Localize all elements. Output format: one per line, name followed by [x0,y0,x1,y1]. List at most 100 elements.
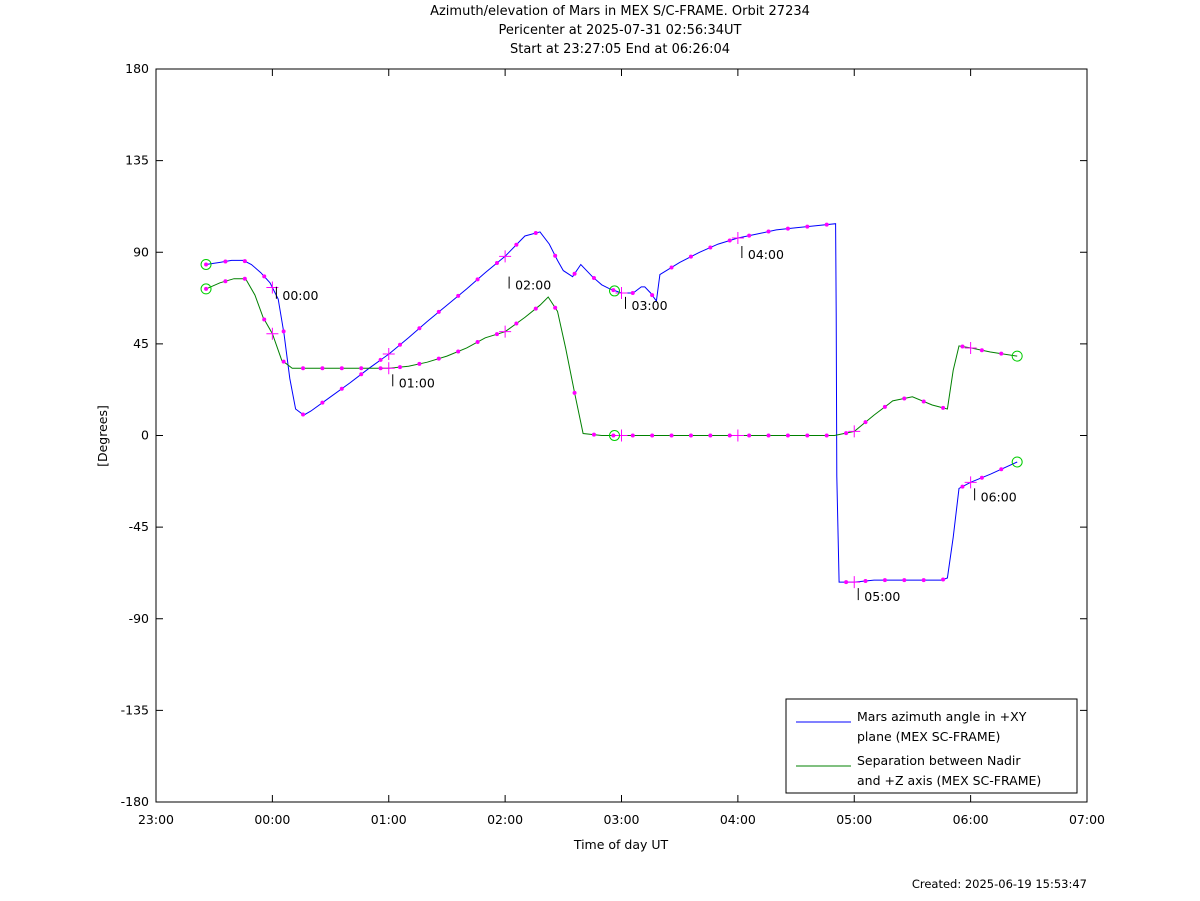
pericenter-marker [609,285,621,297]
chart-title: Azimuth/elevation of Mars in MEX S/C-FRA… [430,4,810,19]
data-point [204,286,209,291]
created-timestamp: Created: 2025-06-19 15:53:47 [911,877,1087,891]
y-tick-label: -45 [129,519,149,534]
data-point [921,578,926,583]
data-point [533,231,538,236]
y-tick-label: 45 [133,336,149,351]
data-point [785,433,790,438]
hour-annotation-label: 06:00 [981,489,1017,504]
data-point [863,420,868,425]
hour-annotation-label: 05:00 [864,589,900,604]
series-line-separation [205,278,1018,436]
data-point [902,396,907,401]
data-point [339,386,344,391]
data-point [863,578,868,583]
data-point [281,329,286,334]
data-point [223,279,228,284]
start-end-marker [1011,350,1023,362]
y-axis-label: [Degrees] [95,405,110,467]
hour-marker [731,231,744,244]
x-tick-label: 05:00 [836,812,872,827]
data-point [320,366,325,371]
data-point [960,484,965,489]
x-tick-label: 02:00 [487,812,523,827]
x-tick-label: 04:00 [720,812,756,827]
x-tick-label: 06:00 [953,812,989,827]
chart-subtitle-pericenter: Pericenter at 2025-07-31 02:56:34UT [498,23,742,38]
data-point [436,356,441,361]
data-point [805,433,810,438]
x-tick-label: 01:00 [371,812,407,827]
series-layer [200,222,1023,589]
series-line-azimuth [205,223,1018,583]
data-point [475,277,480,282]
data-point [397,365,402,370]
x-tick-label: 03:00 [603,812,639,827]
legend-box [785,698,1078,794]
data-point [301,366,306,371]
data-point [494,261,499,266]
data-point [999,467,1004,472]
data-point [262,274,267,279]
y-tick-label: 90 [133,244,149,259]
legend-label-separation-line1: Separation between Nadir [857,753,1021,768]
data-point [339,366,344,371]
data-point [999,351,1004,356]
data-point [281,359,286,364]
data-point [747,233,752,238]
legend-label-separation-line2: and +Z axis (MEX SC-FRAME) [857,773,1041,788]
data-point [572,271,577,276]
y-tick-label: 135 [125,153,149,168]
data-point [553,305,558,310]
hour-marker [848,425,861,438]
data-point [359,366,364,371]
hour-marker [615,286,628,299]
x-tick-label: 00:00 [254,812,290,827]
chart-subtitle-start-end: Start at 23:27:05 End at 06:26:04 [509,42,731,57]
data-point [611,433,616,438]
y-tick-label: -90 [129,611,149,626]
x-tick-label: 07:00 [1069,812,1105,827]
x-axis: 23:00 00:00 01:00 02:00 03:00 04:00 05:00 06:00… [138,69,1105,827]
data-point [766,229,771,234]
data-point [805,224,810,229]
hour-marker [848,576,861,589]
data-point [669,433,674,438]
y-axis: -180 -135 -90 -45 0 45 90 135 180 [121,61,1087,809]
y-tick-label: -135 [121,702,149,717]
y-tick-label: 180 [125,61,149,76]
data-point [785,226,790,231]
hour-marker [964,476,977,489]
hour-marker [731,429,744,442]
data-point [456,293,461,298]
hour-marker [382,362,395,375]
data-point [533,306,538,311]
hour-annotation-label: 03:00 [632,298,668,313]
y-tick-label: 0 [141,428,149,443]
data-point [242,276,247,281]
hour-marker [499,325,512,338]
data-point [824,222,829,227]
data-point [320,400,325,405]
x-tick-label: 23:00 [138,812,174,827]
data-point [650,433,655,438]
data-point [941,577,946,582]
data-point [242,259,247,264]
data-point [650,293,655,298]
data-point [475,340,480,345]
hour-annotation-label: 04:00 [748,247,784,262]
data-point [591,276,596,281]
data-point [417,326,422,331]
hour-annotations: 00:00 01:00 02:00 03:00 04:00 05:00 06:00 [275,246,1017,604]
data-point [844,431,849,436]
data-point [979,475,984,480]
data-point [727,433,732,438]
data-point [630,290,635,295]
hour-marker [266,327,279,340]
data-point [747,433,752,438]
data-point [688,254,693,259]
start-end-marker [1011,456,1023,468]
data-point [378,366,383,371]
data-point [902,578,907,583]
